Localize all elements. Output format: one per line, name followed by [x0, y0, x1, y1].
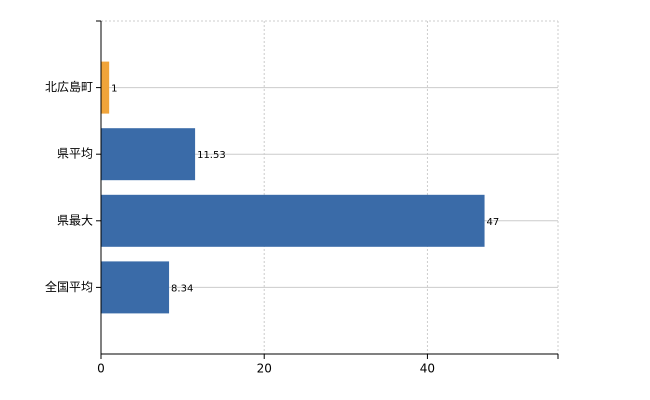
- x-tick-label: 40: [420, 362, 435, 376]
- y-tick-label: 県最大: [57, 213, 93, 227]
- value-label: 1: [111, 84, 117, 95]
- value-label: 8.34: [171, 283, 193, 294]
- bar: [101, 261, 170, 314]
- y-tick-label: 県平均: [57, 147, 93, 161]
- y-tick-label: 北広島町: [45, 79, 93, 94]
- bar: [101, 194, 485, 247]
- bar: [101, 128, 196, 181]
- x-tick-label: 0: [97, 362, 105, 376]
- x-tick-label: 20: [257, 362, 272, 376]
- value-label: 47: [487, 217, 500, 228]
- value-label: 11.53: [197, 150, 226, 161]
- bar: [101, 61, 110, 114]
- y-tick-label: 全国平均: [45, 279, 93, 294]
